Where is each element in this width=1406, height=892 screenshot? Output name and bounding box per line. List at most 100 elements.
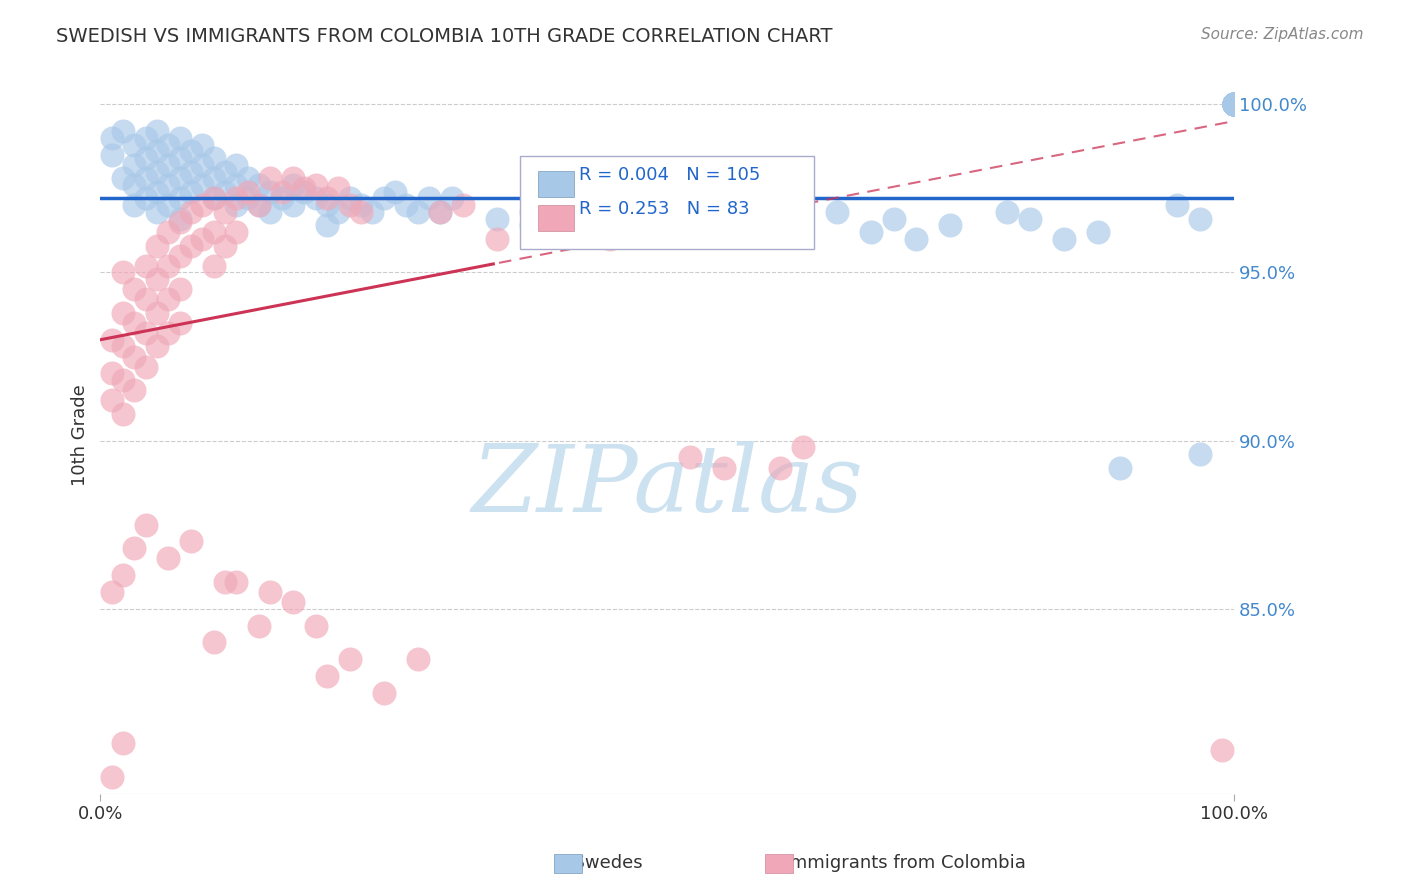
- Point: [1223, 97, 1246, 112]
- Point: [225, 192, 247, 206]
- Point: [1223, 97, 1246, 112]
- Point: [146, 306, 169, 320]
- Point: [202, 171, 225, 186]
- Point: [1223, 97, 1246, 112]
- Point: [1223, 97, 1246, 112]
- Point: [202, 225, 225, 239]
- Point: [939, 219, 962, 233]
- Point: [146, 238, 169, 252]
- Point: [599, 232, 621, 246]
- Point: [100, 393, 122, 408]
- Point: [305, 192, 328, 206]
- Point: [281, 178, 304, 192]
- Point: [350, 198, 373, 212]
- Point: [202, 635, 225, 649]
- Point: [883, 211, 905, 226]
- Point: [1223, 97, 1246, 112]
- Point: [135, 131, 157, 145]
- Point: [1223, 97, 1246, 112]
- Point: [169, 211, 191, 226]
- Point: [135, 359, 157, 374]
- Point: [247, 198, 270, 212]
- Point: [111, 568, 134, 582]
- Point: [100, 333, 122, 347]
- Point: [292, 185, 315, 199]
- Point: [1223, 97, 1246, 112]
- Point: [259, 185, 281, 199]
- Point: [214, 574, 236, 589]
- Point: [157, 551, 180, 566]
- Point: [1166, 198, 1188, 212]
- Point: [259, 205, 281, 219]
- Point: [633, 215, 655, 229]
- Point: [135, 259, 157, 273]
- Point: [146, 272, 169, 286]
- Point: [1053, 232, 1076, 246]
- Point: [180, 534, 202, 549]
- Point: [486, 232, 509, 246]
- Point: [169, 215, 191, 229]
- Point: [202, 192, 225, 206]
- Point: [520, 205, 543, 219]
- Point: [157, 326, 180, 340]
- Point: [633, 205, 655, 219]
- Point: [418, 192, 440, 206]
- Point: [373, 686, 395, 700]
- Point: [259, 171, 281, 186]
- Point: [328, 205, 350, 219]
- Point: [169, 249, 191, 263]
- Point: [124, 541, 146, 556]
- Text: SWEDISH VS IMMIGRANTS FROM COLOMBIA 10TH GRADE CORRELATION CHART: SWEDISH VS IMMIGRANTS FROM COLOMBIA 10TH…: [56, 27, 832, 45]
- Point: [236, 171, 259, 186]
- Point: [1223, 97, 1246, 112]
- Point: [225, 198, 247, 212]
- Point: [995, 205, 1018, 219]
- Point: [406, 205, 429, 219]
- Point: [214, 164, 236, 178]
- Point: [146, 339, 169, 353]
- Text: Source: ZipAtlas.com: Source: ZipAtlas.com: [1201, 27, 1364, 42]
- Point: [100, 367, 122, 381]
- Point: [1018, 211, 1040, 226]
- Point: [169, 192, 191, 206]
- Point: [191, 198, 214, 212]
- Point: [1211, 743, 1233, 757]
- Point: [1223, 97, 1246, 112]
- Point: [543, 198, 565, 212]
- Point: [146, 124, 169, 138]
- Point: [100, 131, 122, 145]
- Point: [655, 219, 678, 233]
- Point: [429, 205, 451, 219]
- Point: [191, 232, 214, 246]
- Point: [1223, 97, 1246, 112]
- Point: [135, 517, 157, 532]
- Point: [124, 178, 146, 192]
- Point: [169, 131, 191, 145]
- Point: [281, 198, 304, 212]
- Point: [1223, 97, 1246, 112]
- Point: [792, 440, 814, 454]
- Point: [565, 215, 588, 229]
- Point: [679, 450, 702, 465]
- Point: [124, 316, 146, 330]
- Point: [588, 211, 610, 226]
- Point: [247, 178, 270, 192]
- Point: [146, 145, 169, 159]
- Point: [157, 259, 180, 273]
- Point: [225, 158, 247, 172]
- Point: [350, 205, 373, 219]
- Point: [191, 137, 214, 152]
- Point: [1223, 97, 1246, 112]
- Point: [111, 407, 134, 421]
- Point: [281, 595, 304, 609]
- Point: [202, 192, 225, 206]
- Point: [1223, 97, 1246, 112]
- Point: [146, 185, 169, 199]
- Point: [124, 158, 146, 172]
- Point: [486, 211, 509, 226]
- Point: [191, 178, 214, 192]
- Point: [124, 282, 146, 296]
- Point: [169, 151, 191, 165]
- Point: [440, 192, 463, 206]
- Point: [146, 164, 169, 178]
